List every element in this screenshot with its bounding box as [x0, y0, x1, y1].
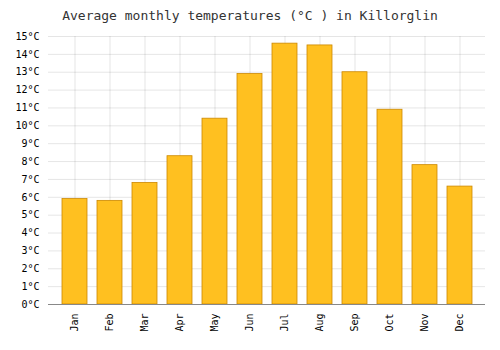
svg-text:6°C: 6°C — [21, 192, 39, 203]
svg-text:11°C: 11°C — [15, 102, 39, 113]
svg-text:May: May — [209, 314, 220, 332]
svg-text:Nov: Nov — [419, 314, 430, 332]
svg-text:Aug: Aug — [314, 314, 325, 332]
svg-text:13°C: 13°C — [15, 66, 39, 77]
svg-text:14°C: 14°C — [15, 49, 39, 60]
svg-text:0°C: 0°C — [21, 299, 39, 310]
svg-text:4°C: 4°C — [21, 227, 39, 238]
svg-text:Jan: Jan — [69, 314, 80, 332]
svg-text:12°C: 12°C — [15, 84, 39, 95]
svg-text:9°C: 9°C — [21, 138, 39, 149]
svg-text:Jun: Jun — [244, 314, 255, 332]
html-text:Average monthly temperatures (: Average monthly temperatures (°C ) in Ki… — [62, 8, 438, 23]
svg-text:Apr: Apr — [174, 314, 185, 332]
svg-text:2°C: 2°C — [21, 263, 39, 274]
svg-text:Feb: Feb — [104, 314, 115, 332]
svg-text:Mar: Mar — [139, 314, 150, 332]
svg-text:15°C: 15°C — [15, 31, 39, 42]
svg-text:8°C: 8°C — [21, 156, 39, 167]
svg-text:3°C: 3°C — [21, 245, 39, 256]
svg-text:1°C: 1°C — [21, 281, 39, 292]
svg-text:Oct: Oct — [384, 314, 395, 332]
svg-text:7°C: 7°C — [21, 174, 39, 185]
svg-text:5°C: 5°C — [21, 209, 39, 220]
svg-text:10°C: 10°C — [15, 120, 39, 131]
svg-text:Dec: Dec — [454, 314, 465, 332]
svg-text:Sep: Sep — [349, 314, 360, 332]
svg-text:Jul: Jul — [279, 314, 290, 332]
